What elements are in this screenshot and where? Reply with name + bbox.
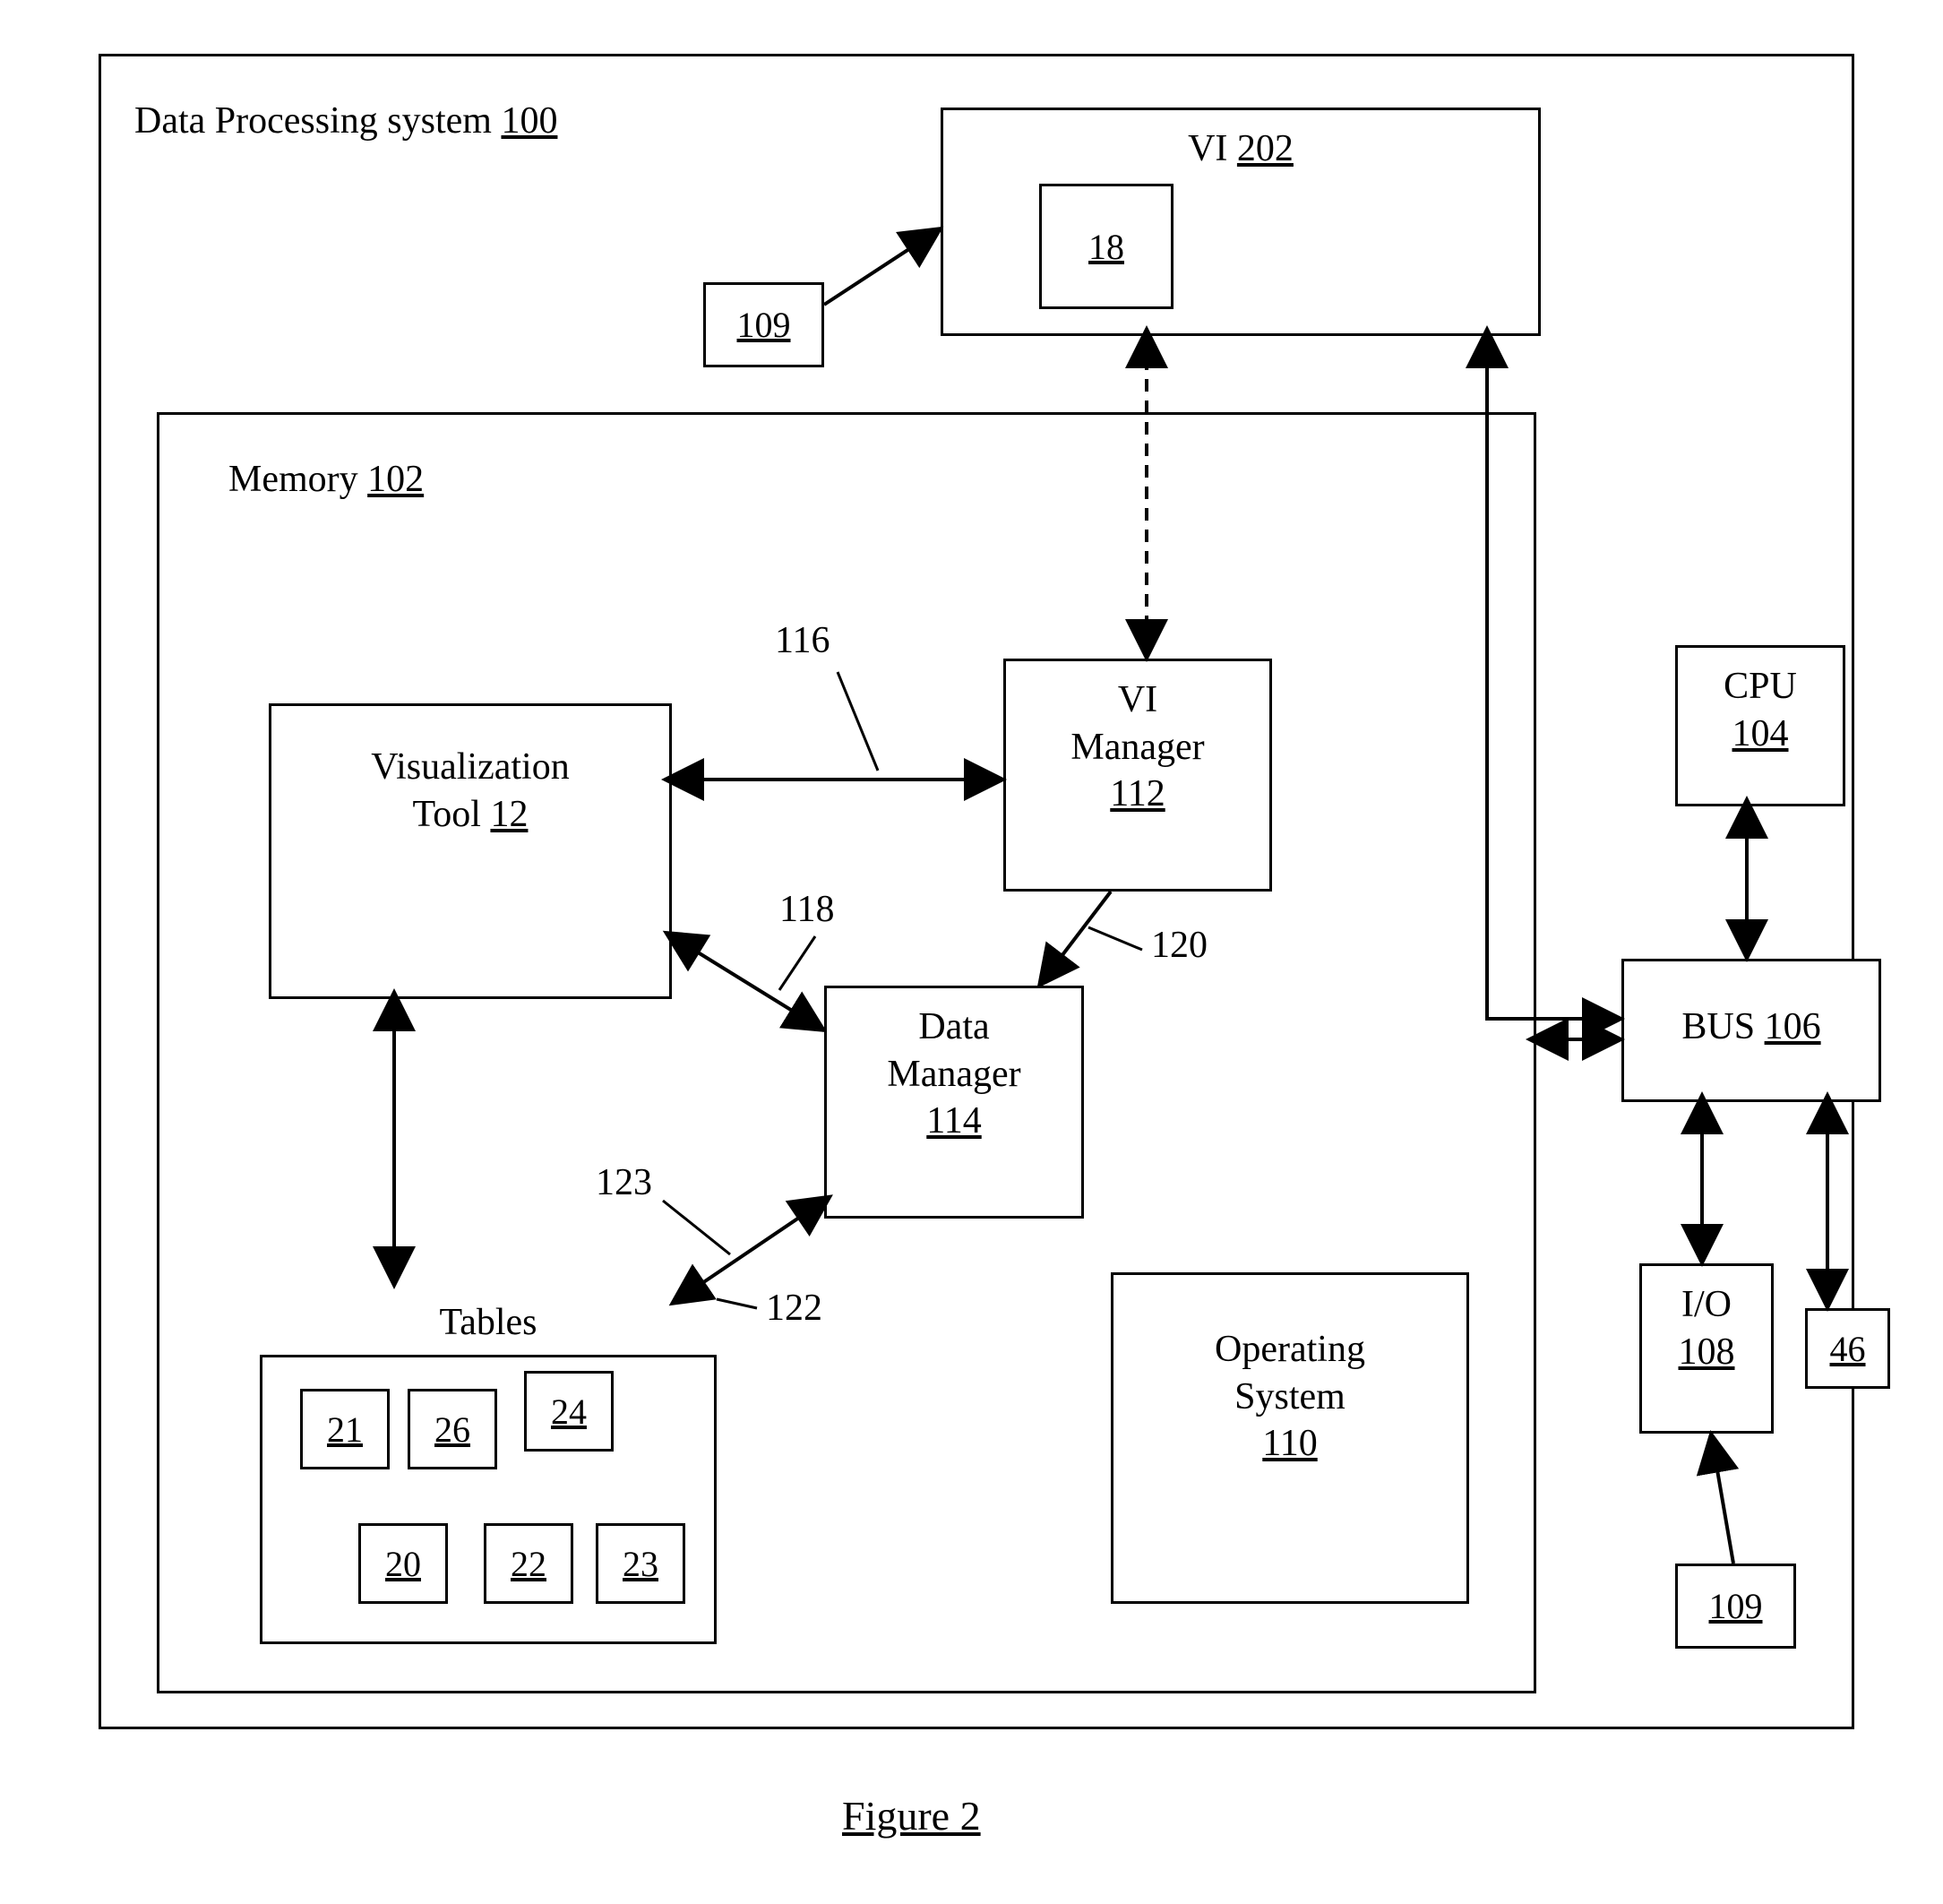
label-io: I/O108 <box>1639 1281 1774 1375</box>
label-vimgr: VIManager112 <box>1003 676 1272 818</box>
label-bus: BUS 106 <box>1621 1004 1881 1051</box>
node-t23: 23 <box>596 1523 685 1604</box>
label-datamgr: DataManager114 <box>824 1004 1084 1145</box>
node-109-top: 109 <box>703 282 824 367</box>
label-cpu: CPU104 <box>1675 663 1845 757</box>
edge-label-122: 122 <box>766 1286 822 1331</box>
node-109-bottom: 109 <box>1675 1564 1796 1649</box>
label-os: OperatingSystem110 <box>1111 1326 1469 1468</box>
node-t21: 21 <box>300 1389 390 1469</box>
label-viztool: VisualizationTool 12 <box>269 744 672 838</box>
node-t26: 26 <box>408 1389 497 1469</box>
figure-caption: Figure 2 <box>842 1792 981 1839</box>
node-vi-inner: 18 <box>1039 184 1174 309</box>
node-t20: 20 <box>358 1523 448 1604</box>
node-t24: 24 <box>524 1371 614 1452</box>
edge-label-118: 118 <box>779 887 834 932</box>
label-vi: VI 202 <box>941 125 1541 173</box>
edge-label-120: 120 <box>1151 923 1208 968</box>
edge-label-123: 123 <box>596 1160 652 1205</box>
label-dps: Data Processing system 100 <box>134 99 557 143</box>
node-46: 46 <box>1805 1308 1890 1389</box>
node-t22: 22 <box>484 1523 573 1604</box>
label-tables: Tables <box>260 1299 717 1347</box>
label-memory: Memory 102 <box>228 457 424 502</box>
edge-label-116: 116 <box>775 618 830 663</box>
diagram-canvas: Data Processing system 100 VI 202 18 109… <box>36 36 1907 1868</box>
